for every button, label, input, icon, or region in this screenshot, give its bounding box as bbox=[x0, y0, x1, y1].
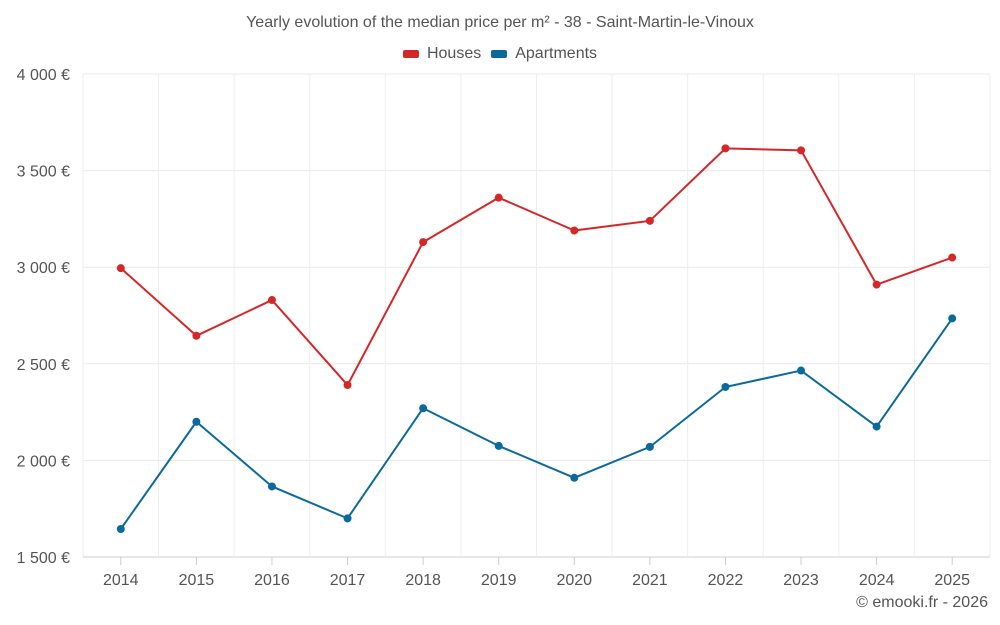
chart-title: Yearly evolution of the median price per… bbox=[246, 14, 754, 31]
series-layer bbox=[116, 144, 957, 533]
x-tick-label: 2018 bbox=[405, 572, 441, 589]
data-point-apartments[interactable] bbox=[267, 482, 276, 491]
data-point-houses[interactable] bbox=[797, 146, 806, 155]
data-point-houses[interactable] bbox=[948, 253, 957, 262]
data-point-apartments[interactable] bbox=[948, 314, 957, 323]
data-point-houses[interactable] bbox=[721, 144, 730, 153]
data-point-houses[interactable] bbox=[343, 381, 352, 390]
x-tick-label: 2025 bbox=[934, 572, 970, 589]
grid-layer bbox=[82, 73, 991, 558]
data-point-houses[interactable] bbox=[570, 226, 579, 235]
x-tick-label: 2022 bbox=[708, 572, 744, 589]
data-point-apartments[interactable] bbox=[494, 441, 503, 450]
axis-layer: 1 500 € 2 000 € 2 500 € 3 000 € 3 500 € 4 000… bbox=[17, 67, 970, 589]
x-tick-label: 2014 bbox=[103, 572, 139, 589]
data-point-apartments[interactable] bbox=[192, 417, 201, 426]
data-point-houses[interactable] bbox=[267, 296, 276, 305]
data-point-apartments[interactable] bbox=[419, 404, 428, 413]
data-point-houses[interactable] bbox=[494, 193, 503, 202]
data-point-apartments[interactable] bbox=[343, 514, 352, 523]
chart-legend: Houses Apartments bbox=[0, 45, 1000, 63]
copyright-text: © emooki.fr - 2026 bbox=[856, 594, 988, 611]
legend-item-apartments[interactable]: Apartments bbox=[491, 45, 597, 63]
x-tick-label: 2016 bbox=[254, 572, 290, 589]
legend-swatch-apartments bbox=[491, 50, 508, 58]
data-point-houses[interactable] bbox=[872, 280, 881, 289]
x-tick-label: 2024 bbox=[859, 572, 895, 589]
y-tick-label: 2 000 € bbox=[17, 453, 70, 470]
y-tick-label: 2 500 € bbox=[17, 357, 70, 374]
x-tick-label: 2019 bbox=[481, 572, 517, 589]
x-tick-label: 2023 bbox=[783, 572, 819, 589]
data-point-apartments[interactable] bbox=[570, 473, 579, 482]
data-point-houses[interactable] bbox=[419, 238, 428, 247]
x-tick-label: 2017 bbox=[330, 572, 366, 589]
data-point-apartments[interactable] bbox=[721, 382, 730, 391]
legend-swatch-houses bbox=[402, 50, 419, 58]
y-tick-label: 4 000 € bbox=[17, 67, 70, 84]
data-point-apartments[interactable] bbox=[797, 366, 806, 375]
x-tick-label: 2020 bbox=[556, 572, 592, 589]
y-tick-label: 1 500 € bbox=[17, 550, 70, 567]
series-line-houses[interactable] bbox=[120, 147, 953, 387]
x-tick-label: 2015 bbox=[179, 572, 215, 589]
data-point-houses[interactable] bbox=[192, 331, 201, 340]
data-point-apartments[interactable] bbox=[116, 524, 125, 533]
data-point-houses[interactable] bbox=[645, 216, 654, 225]
series-line-apartments[interactable] bbox=[119, 317, 954, 530]
legend-label-apartments: Apartments bbox=[515, 45, 598, 62]
x-tick-label: 2021 bbox=[632, 572, 668, 589]
legend-item-houses[interactable]: Houses bbox=[402, 45, 482, 63]
y-tick-label: 3 500 € bbox=[17, 164, 70, 181]
data-point-apartments[interactable] bbox=[872, 422, 881, 431]
y-tick-label: 3 000 € bbox=[17, 260, 70, 277]
data-point-apartments[interactable] bbox=[645, 442, 654, 451]
legend-label-houses: Houses bbox=[426, 45, 482, 62]
data-point-houses[interactable] bbox=[116, 264, 125, 273]
